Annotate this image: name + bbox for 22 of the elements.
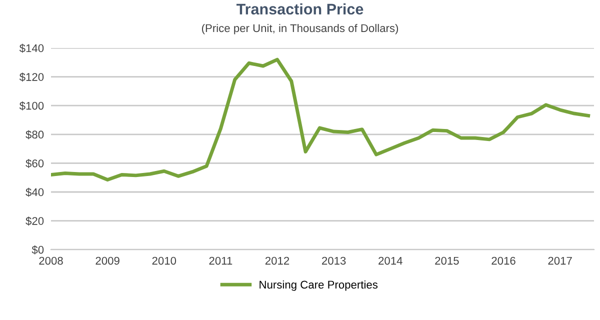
y-tick-label: $100 bbox=[19, 101, 44, 110]
x-tick-label: 2017 bbox=[548, 256, 572, 265]
y-tick-label: $40 bbox=[26, 188, 44, 197]
y-tick-label: $140 bbox=[19, 44, 44, 53]
x-tick-label: 2008 bbox=[39, 256, 63, 265]
legend-label: Nursing Care Properties bbox=[260, 280, 378, 291]
x-tick-label: 2016 bbox=[492, 256, 516, 265]
x-tick-label: 2009 bbox=[96, 256, 120, 265]
y-tick-label: $120 bbox=[19, 72, 44, 82]
y-tick-label: $80 bbox=[26, 130, 44, 140]
y-tick-label: $0 bbox=[32, 245, 44, 254]
line-series bbox=[51, 58, 590, 182]
chart-title: Transaction Price bbox=[236, 3, 364, 15]
x-tick-label: 2011 bbox=[209, 256, 232, 265]
x-tick-label: 2014 bbox=[378, 256, 402, 265]
chart-subtitle: (Price per Unit, in Thousands of Dollars) bbox=[202, 24, 398, 34]
x-tick-label: 2013 bbox=[322, 256, 346, 265]
y-tick-label: $60 bbox=[26, 159, 44, 168]
x-tick-label: 2012 bbox=[265, 256, 290, 265]
y-tick-label: $20 bbox=[26, 216, 44, 226]
x-tick-label: 2010 bbox=[152, 256, 176, 265]
x-tick-label: 2015 bbox=[435, 256, 459, 265]
